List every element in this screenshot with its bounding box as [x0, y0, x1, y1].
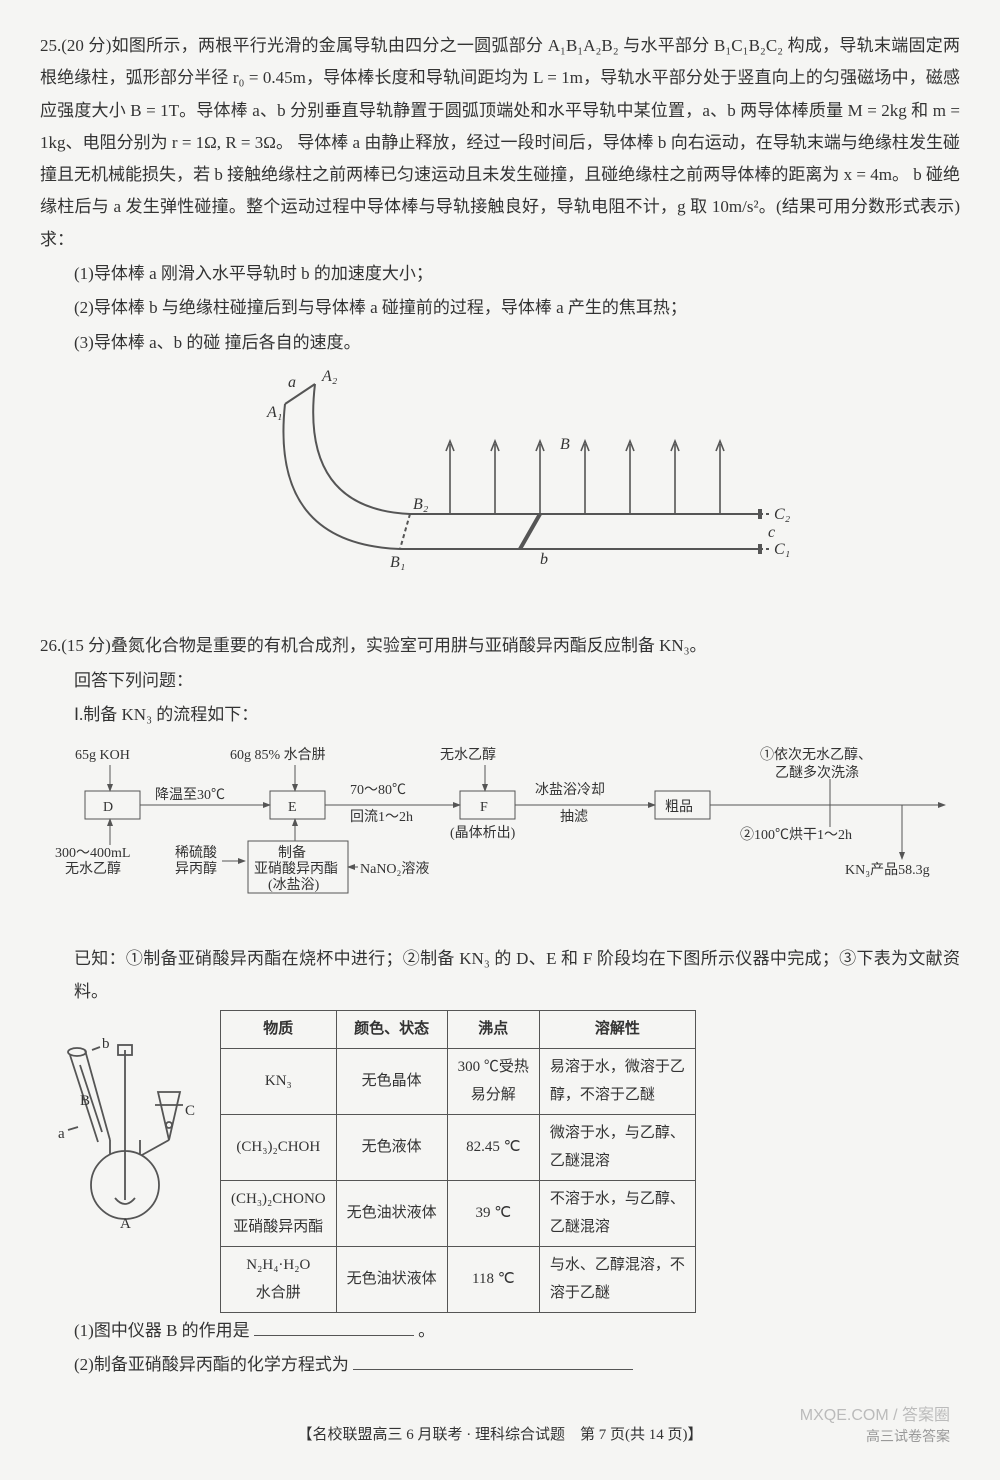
- flow-box-e: E: [288, 800, 297, 815]
- flow-koh: 65g KOH: [75, 748, 130, 763]
- flow-icefilter-2: 抽滤: [560, 809, 588, 825]
- q26-known: 已知：①制备亚硝酸异丙酯在烧杯中进行；②制备 KN₃ 的 D、E 和 F 阶段均…: [74, 943, 960, 1008]
- label-C1: C₁: [774, 541, 790, 558]
- q26-apparatus-table: A B C a b 物质 颜色、状态 沸点 溶解性 KN₃ 无色晶体 300 ℃…: [40, 1010, 960, 1313]
- apparatus-b: b: [102, 1036, 110, 1052]
- flow-crystal: (晶体析出): [450, 825, 516, 841]
- q26-properties-table: 物质 颜色、状态 沸点 溶解性 KN₃ 无色晶体 300 ℃受热 易分解 易溶于…: [220, 1010, 696, 1313]
- flow-product: KN₃产品58.3g: [845, 862, 930, 878]
- q25-body: 如图所示，两根平行光滑的金属导轨由四分之一圆弧部分 A₁B₁A₂B₂ 与水平部分…: [40, 36, 960, 249]
- flow-ethanol-2: 无水乙醇: [65, 860, 121, 877]
- q25-diagram: A₂ A₁ a B₂ B₁ B b C₂ C₁ c: [240, 369, 960, 590]
- flow-isoprop-1: 稀硫酸: [175, 845, 217, 861]
- q26-answer-prompt: 回答下列问题：: [74, 665, 960, 697]
- table-row: (CH₃)₂CHONO 亚硝酸异丙酯 无色油状液体 39 ℃ 不溶于水，与乙醇、…: [221, 1180, 696, 1246]
- q26-sub1: (1)图中仪器 B 的作用是 。: [74, 1315, 960, 1347]
- q25-subs: (1)导体棒 a 刚滑入水平导轨时 b 的加速度大小； (2)导体棒 b 与绝缘…: [74, 258, 960, 359]
- flow-icefilter-1: 冰盐浴冷却: [535, 782, 605, 798]
- apparatus-A: A: [120, 1216, 131, 1230]
- label-A1: A₁: [266, 404, 282, 421]
- watermark-text: 高三试卷答案: [866, 1423, 950, 1450]
- th-bp: 沸点: [447, 1011, 539, 1049]
- apparatus-B: B: [80, 1093, 90, 1109]
- flow-hydrazine: 60g 85% 水合肼: [230, 747, 326, 763]
- th-state: 颜色、状态: [336, 1011, 447, 1049]
- flow-cool30: 降温至30℃: [155, 787, 225, 803]
- q26-number: 26: [40, 636, 57, 655]
- q25-points: (20 分): [61, 36, 111, 55]
- flow-nitrite-1: 制备: [278, 844, 306, 861]
- apparatus-a: a: [58, 1126, 65, 1142]
- flow-box-f: F: [480, 800, 488, 815]
- flow-ethanol-1: 300～400mL: [55, 846, 130, 861]
- flow-wash-1: ①依次无水乙醇、: [760, 746, 872, 763]
- table-header-row: 物质 颜色、状态 沸点 溶解性: [221, 1011, 696, 1049]
- flow-reflux-2: 回流1～2h: [350, 809, 413, 825]
- table-row: N₂H₄·H₂O 水合肼 无色油状液体 118 ℃ 与水、乙醇混溶，不 溶于乙醚: [221, 1246, 696, 1312]
- q25-text: 25.(20 分)如图所示，两根平行光滑的金属导轨由四分之一圆弧部分 A₁B₁A…: [40, 30, 960, 256]
- apparatus-C: C: [185, 1103, 195, 1119]
- blank-2[interactable]: [353, 1349, 633, 1369]
- th-solubility: 溶解性: [539, 1011, 695, 1049]
- label-a: a: [288, 374, 296, 391]
- page-footer: 【名校联盟高三 6 月联考 · 理科综合试题 第 7 页(共 14 页)】 MX…: [40, 1421, 960, 1450]
- q25-sub3: (3)导体棒 a、b 的碰 撞后各自的速度。: [74, 327, 960, 359]
- th-substance: 物质: [221, 1011, 337, 1049]
- q26-sub2-pre: (2)制备亚硝酸异丙酯的化学方程式为: [74, 1355, 349, 1374]
- q26-points: (15 分): [61, 636, 111, 655]
- flow-nitrite-3: (冰盐浴): [268, 877, 320, 893]
- q26-flow-diagram: 65g KOH 300～400mL 无水乙醇 D 降温至30℃ 60g 85% …: [40, 739, 960, 935]
- label-C2: C₂: [774, 506, 791, 523]
- flow-nitrite-2: 亚硝酸异丙酯: [254, 861, 338, 877]
- q25-number: 25: [40, 36, 57, 55]
- label-B: B: [560, 436, 570, 453]
- label-B2: B₂: [413, 496, 429, 513]
- q26-body: 叠氮化合物是重要的有机合成剂，实验室可用肼与亚硝酸异丙酯反应制备 KN₃。: [111, 636, 707, 655]
- flow-nano2: NaNO₂溶液: [360, 861, 429, 877]
- q26-text: 26.(15 分)叠氮化合物是重要的有机合成剂，实验室可用肼与亚硝酸异丙酯反应制…: [40, 630, 960, 662]
- q26-section1: Ⅰ.制备 KN₃ 的流程如下：: [74, 699, 960, 731]
- q25-sub1: (1)导体棒 a 刚滑入水平导轨时 b 的加速度大小；: [74, 258, 960, 290]
- label-B1: B₁: [390, 554, 405, 571]
- question-25: 25.(20 分)如图所示，两根平行光滑的金属导轨由四分之一圆弧部分 A₁B₁A…: [40, 30, 960, 590]
- flow-anhyd-eth: 无水乙醇: [440, 746, 496, 763]
- flow-wash-2: 乙醚多次洗涤: [775, 764, 859, 781]
- table-row: KN₃ 无色晶体 300 ℃受热 易分解 易溶于水，微溶于乙 醇，不溶于乙醚: [221, 1048, 696, 1114]
- q26-sub1-pre: (1)图中仪器 B 的作用是: [74, 1321, 250, 1340]
- q25-sub2: (2)导体棒 b 与绝缘柱碰撞后到与导体棒 a 碰撞前的过程，导体棒 a 产生的…: [74, 292, 960, 324]
- label-A2: A₂: [321, 369, 338, 385]
- question-26: 26.(15 分)叠氮化合物是重要的有机合成剂，实验室可用肼与亚硝酸异丙酯反应制…: [40, 630, 960, 1381]
- q26-sub2: (2)制备亚硝酸异丙酯的化学方程式为: [74, 1349, 960, 1381]
- table-row: (CH₃)₂CHOH 无色液体 82.45 ℃ 微溶于水，与乙醇、 乙醚混溶: [221, 1114, 696, 1180]
- flow-isoprop-2: 异丙醇: [175, 860, 217, 877]
- q26-apparatus: A B C a b: [40, 1010, 210, 1241]
- label-c: c: [768, 524, 775, 541]
- flow-crude: 粗品: [665, 799, 693, 815]
- flow-box-d: D: [103, 800, 113, 815]
- q26-subs: (1)图中仪器 B 的作用是 。 (2)制备亚硝酸异丙酯的化学方程式为: [74, 1315, 960, 1382]
- q26-sub1-post: 。: [418, 1321, 435, 1340]
- flow-reflux-1: 70～80℃: [350, 783, 406, 798]
- flow-dry: ②100℃烘干1～2h: [740, 827, 852, 843]
- footer-text: 【名校联盟高三 6 月联考 · 理科综合试题 第 7 页(共 14 页)】: [298, 1427, 703, 1443]
- label-b: b: [540, 551, 548, 568]
- blank-1[interactable]: [254, 1315, 414, 1335]
